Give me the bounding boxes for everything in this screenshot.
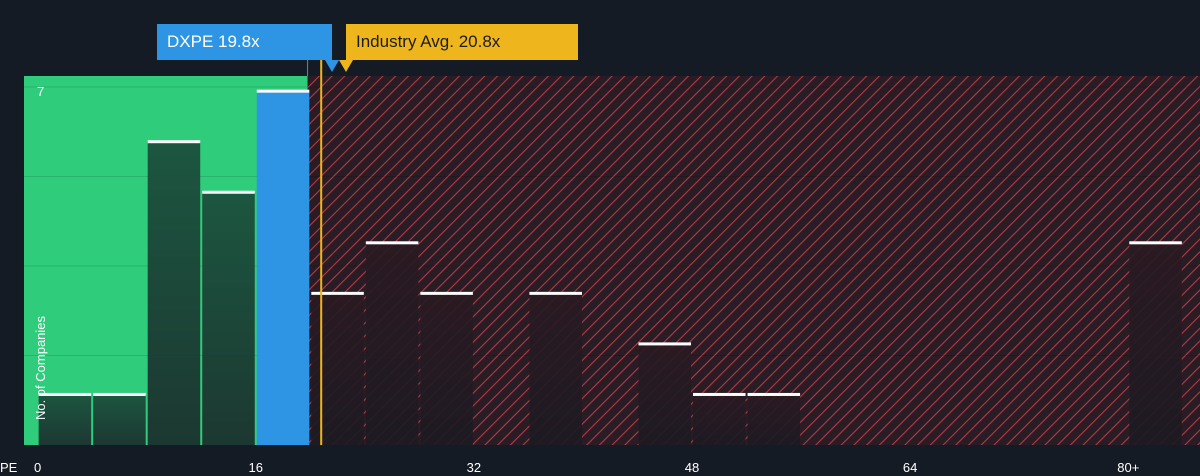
histogram-bar bbox=[147, 141, 201, 445]
histogram-bar bbox=[365, 242, 419, 445]
company-callout-pointer bbox=[325, 60, 339, 72]
y-tick-label: 7 bbox=[37, 84, 44, 99]
histogram-bar bbox=[38, 394, 92, 445]
x-tick-label: 48 bbox=[685, 460, 699, 475]
histogram-bar bbox=[693, 394, 746, 445]
histogram-bar-cap bbox=[256, 89, 310, 93]
histogram-bar-cap bbox=[202, 190, 255, 194]
x-axis-label: PE bbox=[0, 460, 18, 475]
histogram-bar-cap bbox=[747, 392, 801, 396]
x-tick-label: 16 bbox=[249, 460, 263, 475]
industry-avg-label: Industry Avg. 20.8x bbox=[356, 32, 501, 51]
histogram-bar-cap bbox=[420, 291, 473, 295]
histogram-bar-cap bbox=[693, 392, 746, 396]
histogram-bar bbox=[638, 343, 692, 445]
histogram-bar-cap bbox=[638, 342, 692, 346]
industry-callout-pointer bbox=[339, 60, 353, 72]
histogram-bar-cap bbox=[1129, 241, 1182, 245]
histogram-bar-cap bbox=[365, 241, 419, 245]
histogram-bar-cap bbox=[147, 140, 201, 144]
company-pe-label: DXPE 19.8x bbox=[167, 32, 260, 51]
histogram-bar bbox=[420, 293, 473, 445]
company-pe-callout: DXPE 19.8x bbox=[157, 24, 332, 60]
histogram-bar bbox=[529, 293, 582, 445]
histogram-bar bbox=[256, 91, 310, 446]
industry-avg-callout: Industry Avg. 20.8x bbox=[346, 24, 578, 60]
x-tick-label: 80+ bbox=[1117, 460, 1139, 475]
histogram-bar-cap bbox=[93, 392, 146, 396]
x-tick-label: 32 bbox=[467, 460, 481, 475]
x-tick-label: 64 bbox=[903, 460, 917, 475]
histogram-bar bbox=[747, 394, 801, 445]
histogram-bar bbox=[311, 293, 364, 445]
histogram-bar-cap bbox=[529, 291, 582, 295]
histogram-bar bbox=[93, 394, 146, 445]
histogram-bar bbox=[202, 192, 255, 445]
histogram-bar bbox=[1129, 242, 1182, 445]
histogram-bar-cap bbox=[38, 392, 92, 396]
y-axis-label: No. of Companies bbox=[33, 315, 48, 420]
histogram-bar-cap bbox=[311, 291, 364, 295]
x-tick-label: 0 bbox=[34, 460, 41, 475]
